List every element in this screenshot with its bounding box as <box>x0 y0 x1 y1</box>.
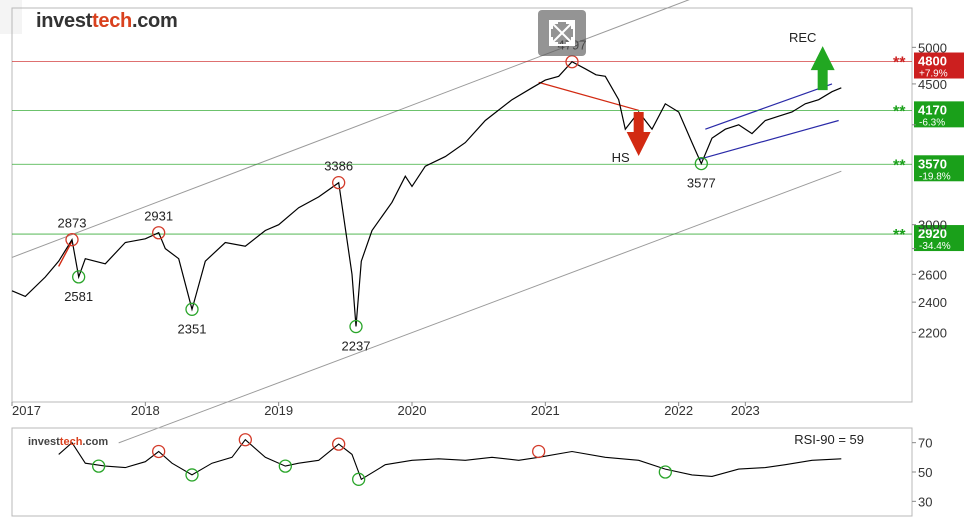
x-tick-label: 2023 <box>731 403 760 418</box>
level-badge <box>914 52 964 79</box>
trough-marker <box>349 319 363 334</box>
price-annotation-label: 3577 <box>687 176 716 191</box>
trend-channel-line <box>118 170 842 444</box>
price-annotation-label: 2351 <box>178 321 207 336</box>
y-tick-label: 2600 <box>918 267 947 282</box>
level-value: 3570 <box>918 156 947 171</box>
x-tick-label: 2017 <box>12 403 41 418</box>
peak-marker <box>152 226 166 240</box>
trough-marker <box>72 270 86 284</box>
level-stars: ** <box>893 227 906 244</box>
price-annotation-label: 2931 <box>144 209 173 224</box>
rsi-y-tick-label: 50 <box>918 465 932 480</box>
level-stars: ** <box>893 55 906 72</box>
level-change: -19.8% <box>919 171 951 182</box>
level-badge <box>914 101 964 128</box>
x-tick-label: 2019 <box>264 403 293 418</box>
pattern-label-rec: REC <box>789 30 816 45</box>
x-tick-label: 2021 <box>531 403 560 418</box>
rsi-trough-marker <box>185 468 199 482</box>
rsi-plot-frame <box>11 427 913 517</box>
y-tick-label: 2400 <box>918 295 947 310</box>
rsi-series-line <box>58 438 842 481</box>
rsi-peak-marker <box>532 444 546 459</box>
peak-marker <box>65 233 79 247</box>
level-change: -6.3% <box>919 117 945 128</box>
expand-arrows-icon <box>549 20 575 46</box>
x-tick-label: 2022 <box>664 403 693 418</box>
rsi-peak-marker <box>332 437 346 451</box>
level-value: 4170 <box>918 102 947 117</box>
level-badge <box>914 225 964 252</box>
investtech-logo-small: investtech.com <box>28 436 108 448</box>
hs-neckline <box>538 81 639 111</box>
rsi-trough-marker <box>352 472 366 486</box>
rsi-peak-marker <box>238 433 252 447</box>
level-value: 4800 <box>918 54 947 69</box>
rsi-y-tick-label: 30 <box>918 494 932 509</box>
rsi-trough-marker <box>92 459 106 473</box>
rsi-peak-marker <box>152 444 166 459</box>
y-tick-label: 2200 <box>918 325 947 340</box>
logo-small-invest: invest <box>28 436 60 448</box>
investtech-logo: investtech.com <box>36 10 178 33</box>
rising-channel-line <box>698 119 839 161</box>
rsi-trough-marker <box>278 459 292 473</box>
price-annotation-label: 2237 <box>342 339 371 354</box>
level-stars: ** <box>893 103 906 120</box>
rsi-trough-marker <box>658 465 672 479</box>
logo-text-com: .com <box>131 10 178 32</box>
level-value: 2920 <box>918 226 947 241</box>
price-annotation-label: 2581 <box>64 289 93 304</box>
price-annotation-label: 3386 <box>324 159 353 174</box>
level-change: +7.9% <box>919 69 948 80</box>
trough-marker <box>185 302 199 316</box>
logo-small-com: .com <box>82 436 109 448</box>
price-series-line <box>11 60 842 327</box>
rising-channel-line <box>705 83 833 130</box>
y-tick-label: 3000 <box>918 218 947 233</box>
trough-marker <box>694 156 708 171</box>
y-tick-label: 5000 <box>918 40 947 55</box>
x-tick-label: 2018 <box>131 403 160 418</box>
logo-text-tech: tech <box>92 10 132 32</box>
level-stars: ** <box>893 157 906 174</box>
pattern-label-hs: HS <box>612 150 630 165</box>
logo-small-tech: tech <box>59 436 83 448</box>
peak-marker <box>332 176 346 190</box>
pattern-down-arrow <box>626 112 651 157</box>
expand-chart-button[interactable] <box>538 10 586 56</box>
x-tick-label: 2020 <box>398 403 427 418</box>
rsi-indicator-label: RSI-90 = 59 <box>794 432 864 447</box>
level-badge <box>914 155 964 182</box>
y-tick-label: 4500 <box>918 77 947 92</box>
rsi-y-tick-label: 70 <box>918 436 932 451</box>
level-change: -34.4% <box>919 241 951 252</box>
pattern-up-arrow <box>810 46 835 91</box>
price-annotation-label: 2873 <box>58 216 87 231</box>
trend-channel-line <box>11 0 690 258</box>
price-plot-frame <box>11 7 913 403</box>
logo-text-invest: invest <box>36 10 93 32</box>
